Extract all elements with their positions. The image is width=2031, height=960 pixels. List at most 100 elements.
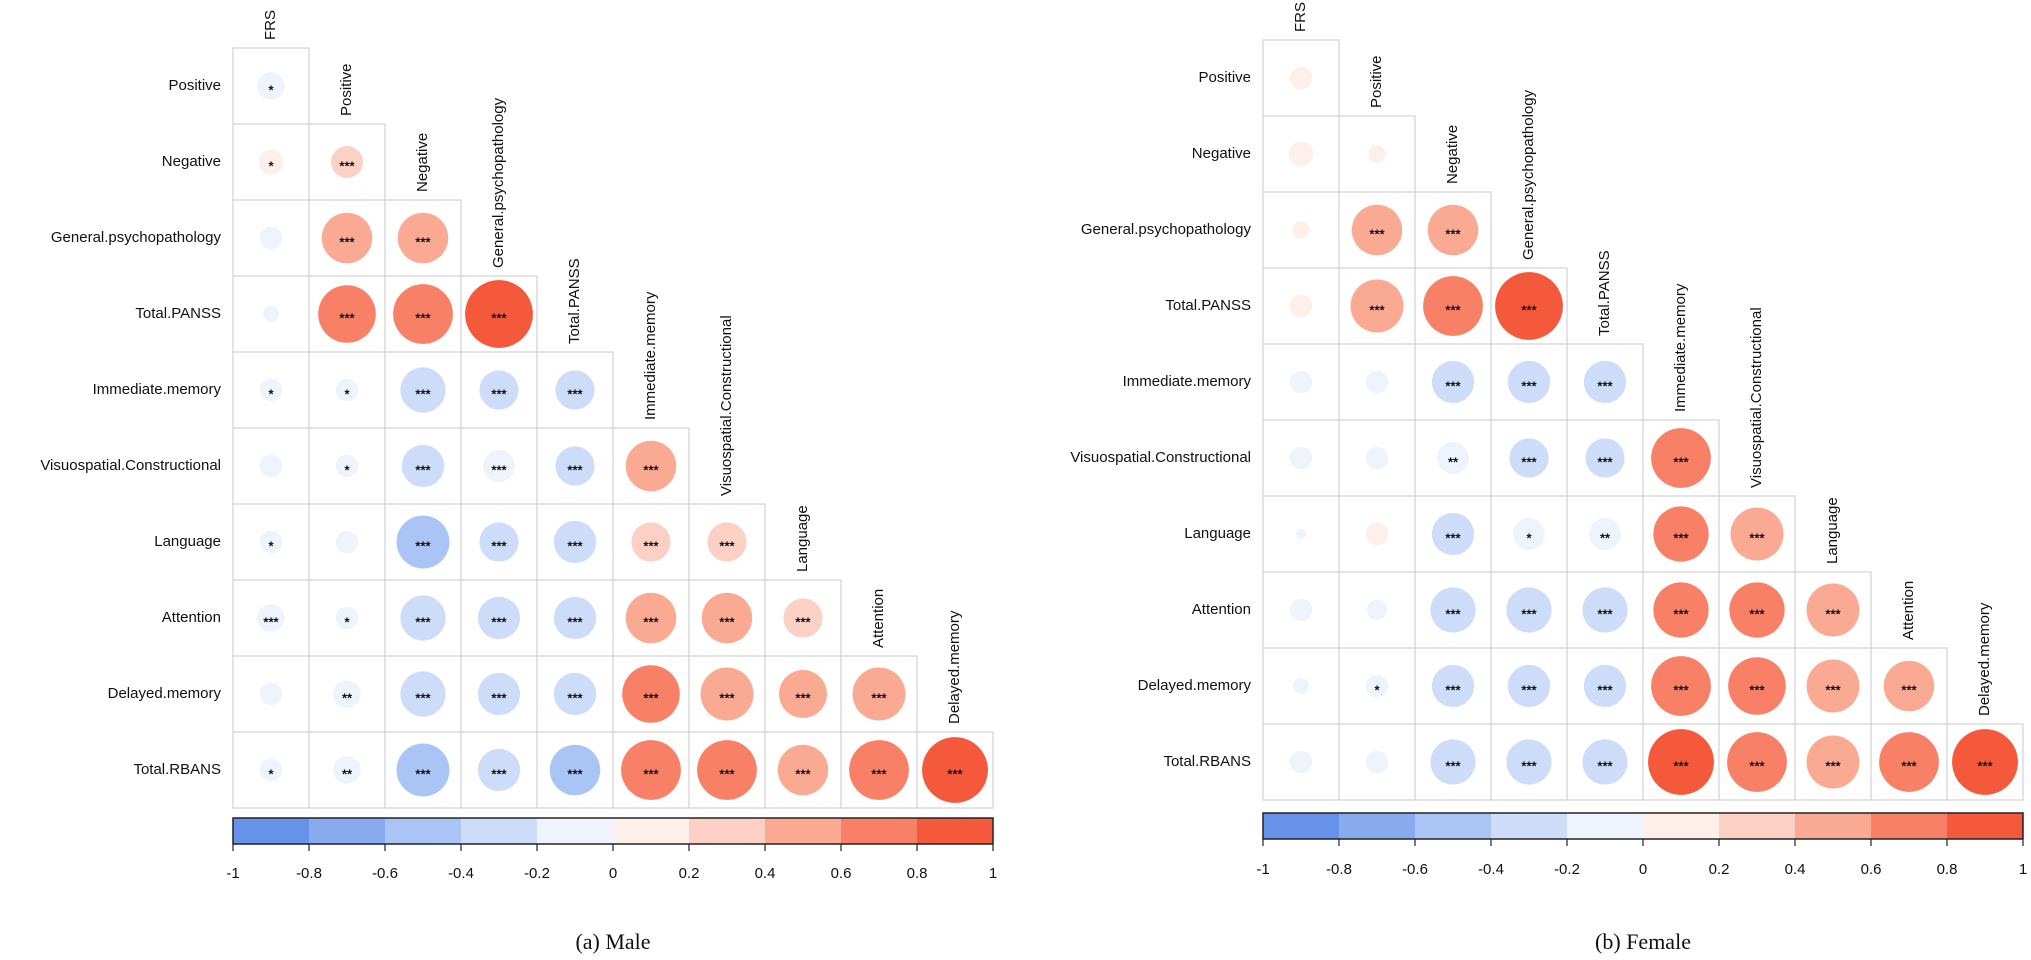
significance-stars: ***	[1825, 682, 1841, 697]
row-label: Delayed.memory	[108, 685, 222, 702]
colorbar-tick-label: 1	[2019, 861, 2027, 878]
significance-stars: ***	[643, 462, 659, 477]
correlation-circle	[479, 522, 519, 562]
column-label: Total.PANSS	[1596, 250, 1613, 336]
correlation-circle	[779, 670, 827, 718]
significance-stars: ***	[871, 766, 887, 781]
significance-stars: ***	[415, 462, 431, 477]
correlation-circle	[1431, 512, 1475, 556]
correlation-circle	[1728, 657, 1786, 715]
row-label: Negative	[1192, 145, 1251, 162]
correlation-circle	[318, 285, 376, 343]
correlation-circle	[1806, 583, 1860, 637]
correlation-circle	[922, 737, 988, 803]
significance-stars: ***	[1369, 226, 1385, 241]
colorbar-bin	[841, 818, 918, 844]
colorbar-bin	[1491, 813, 1568, 839]
significance-stars: ***	[1673, 454, 1689, 469]
significance-stars: ***	[415, 690, 431, 705]
significance-stars: ***	[1521, 606, 1537, 621]
correlation-circle	[1495, 272, 1563, 340]
significance-stars: ***	[339, 234, 355, 249]
correlation-circle	[1583, 664, 1627, 708]
significance-stars: ***	[491, 386, 507, 401]
colorbar-tick-label: -0.2	[524, 865, 550, 882]
correlation-circle	[477, 596, 521, 640]
significance-stars: ***	[1597, 454, 1613, 469]
correlation-circle	[701, 592, 753, 644]
panel-caption: (a) Male	[575, 929, 650, 954]
significance-stars: ***	[871, 690, 887, 705]
row-label: Attention	[1192, 601, 1251, 618]
colorbar-bin	[1339, 813, 1416, 839]
correlation-circle	[477, 672, 521, 716]
significance-stars: **	[1600, 530, 1611, 545]
significance-stars: ***	[491, 310, 507, 325]
significance-stars: ***	[719, 766, 735, 781]
significance-stars: ***	[1901, 758, 1917, 773]
significance-stars: ***	[1445, 530, 1461, 545]
colorbar-tick-label: -0.4	[448, 865, 474, 882]
correlation-circle	[625, 592, 677, 644]
row-label: Immediate.memory	[93, 381, 222, 398]
column-label: Delayed.memory	[946, 610, 963, 724]
column-label: Total.PANSS	[566, 258, 583, 344]
correlation-circle	[1952, 729, 2018, 795]
colorbar-bin	[1947, 813, 2024, 839]
correlation-circle	[1365, 370, 1389, 394]
correlation-circle	[1883, 660, 1935, 712]
column-label: FRS	[262, 10, 279, 40]
significance-stars: ***	[1825, 606, 1841, 621]
significance-stars: ***	[415, 310, 431, 325]
colorbar-tick-label: 0.8	[1937, 861, 1958, 878]
column-label: General.psychopathology	[1520, 89, 1537, 260]
significance-stars: ***	[795, 766, 811, 781]
correlation-circle	[331, 146, 363, 178]
significance-stars: ***	[567, 690, 583, 705]
colorbar-tick-label: -0.8	[296, 865, 322, 882]
significance-stars: ***	[1521, 302, 1537, 317]
colorbar-bin	[1795, 813, 1872, 839]
correlation-circle	[1289, 66, 1313, 90]
colorbar-bin	[1643, 813, 1720, 839]
row-label: Attention	[162, 609, 221, 626]
correlation-circle	[1730, 507, 1784, 561]
column-label: Language	[794, 505, 811, 572]
correlation-circle	[1729, 582, 1785, 638]
correlation-circle	[1648, 729, 1714, 795]
significance-stars: ***	[1977, 758, 1993, 773]
colorbar-tick-label: -0.6	[1402, 861, 1428, 878]
correlation-circle	[1293, 678, 1309, 694]
column-label: Positive	[338, 63, 355, 116]
correlation-circle	[1513, 518, 1545, 550]
significance-stars: ***	[491, 614, 507, 629]
correlation-circle	[555, 446, 595, 486]
row-label: Immediate.memory	[1123, 373, 1252, 390]
significance-stars: ***	[415, 234, 431, 249]
colorbar-bin	[1567, 813, 1644, 839]
significance-stars: *	[1374, 682, 1380, 697]
significance-stars: ***	[263, 614, 279, 629]
colorbar-tick-label: 0.4	[1785, 861, 1806, 878]
correlation-circle	[783, 598, 823, 638]
column-label: Negative	[1444, 125, 1461, 184]
correlation-circle	[697, 740, 757, 800]
correlation-circle	[1507, 664, 1551, 708]
significance-stars: ***	[795, 690, 811, 705]
colorbar-bin	[537, 818, 614, 844]
correlation-circle	[259, 682, 283, 706]
colorbar-bin	[461, 818, 538, 844]
colorbar-bin	[233, 818, 310, 844]
significance-stars: ***	[415, 538, 431, 553]
significance-stars: *	[268, 766, 274, 781]
correlation-circle	[258, 149, 284, 175]
colorbar-bin	[689, 818, 766, 844]
correlation-circle	[625, 440, 677, 492]
panel: Positive Negative General.psychopathology T…	[1070, 2, 2027, 954]
colorbar-tick-label: 0.8	[907, 865, 928, 882]
correlation-circle	[849, 740, 909, 800]
row-label: Total.PANSS	[135, 305, 221, 322]
correlation-circle	[396, 743, 450, 797]
correlation-circle	[1427, 204, 1479, 256]
correlation-circle	[1368, 145, 1386, 163]
